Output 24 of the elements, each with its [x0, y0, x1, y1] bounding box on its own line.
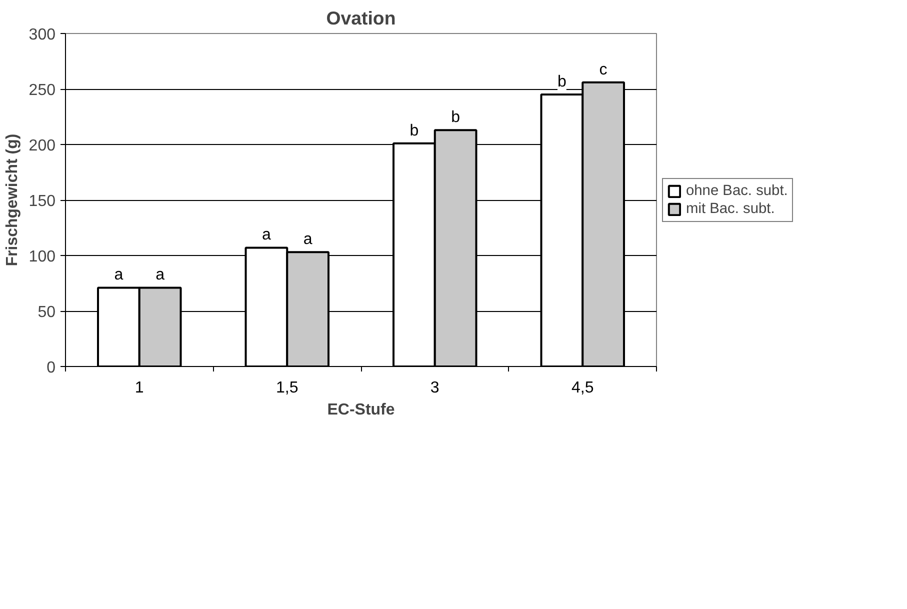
y-tick-label: 100 — [28, 248, 56, 266]
chart-title: Ovation — [326, 8, 396, 28]
y-tick-label: 50 — [38, 304, 56, 321]
data-label: c — [599, 61, 608, 78]
data-label: a — [303, 231, 312, 248]
y-tick-label: 0 — [46, 360, 56, 376]
data-label: b — [557, 74, 566, 91]
y-tick-label: 150 — [28, 193, 56, 210]
legend-label: ohne Bac. subt. — [686, 182, 788, 198]
x-axis-title: EC-Stufe — [327, 402, 395, 418]
y-tick-label: 200 — [28, 138, 56, 154]
legend-label: mit Bac. subt. — [686, 200, 775, 216]
x-tick-label: 1,5 — [276, 380, 298, 396]
data-label: a — [156, 266, 165, 284]
x-tick-label: 1 — [134, 380, 144, 396]
data-label: b — [410, 122, 419, 140]
data-label: b — [451, 109, 460, 126]
x-tick-label: 3 — [430, 380, 440, 396]
data-label: a — [114, 266, 124, 284]
y-axis-title: Frischgewicht (g) — [4, 134, 21, 266]
x-tick-label: 4,5 — [572, 380, 594, 396]
y-tick-label: 250 — [28, 82, 56, 99]
y-tick-label: 300 — [28, 26, 56, 44]
data-label: a — [262, 226, 271, 244]
